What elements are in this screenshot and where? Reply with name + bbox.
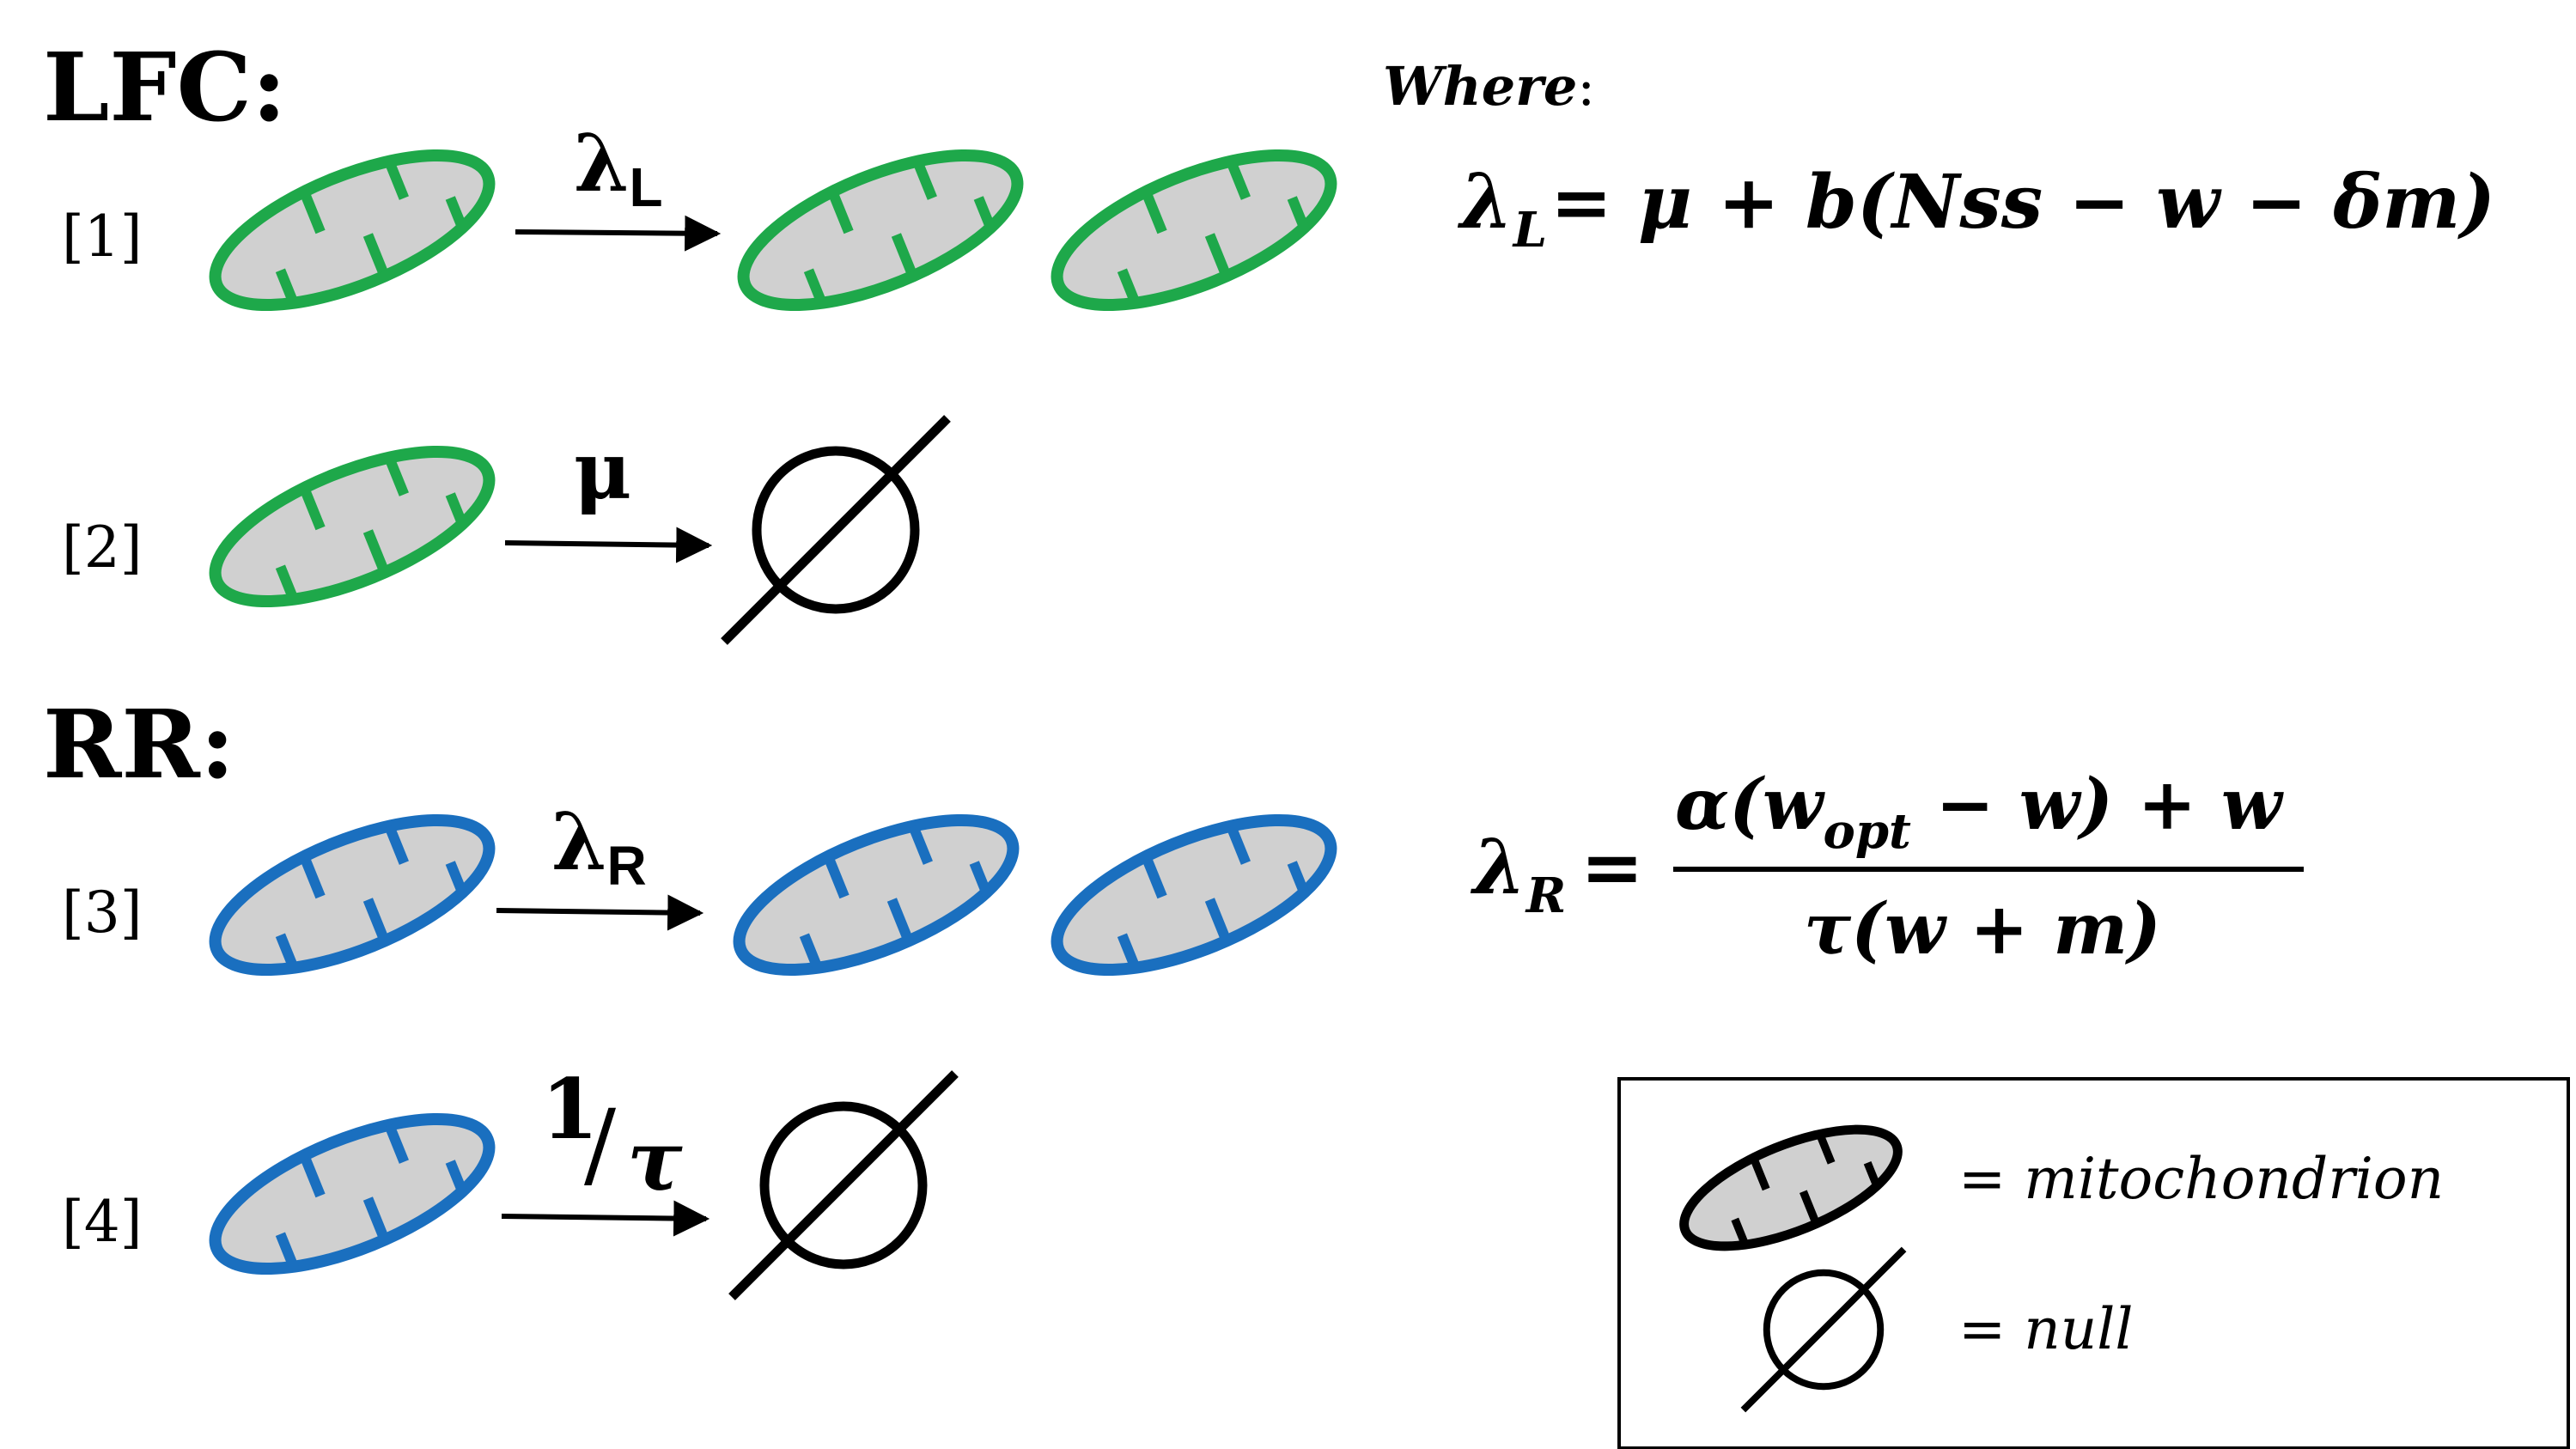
- lambda-R-numerator: α(wopt − w) + w: [1675, 764, 2284, 860]
- mitochondrion-reactant-icon: [209, 813, 496, 977]
- mitochondrion-reactant-icon: [209, 445, 496, 608]
- lambda-L-lhs: λL: [1457, 156, 1547, 259]
- reaction-3: [3] λR: [62, 795, 1337, 977]
- lambda-R-lhs: λR: [1470, 822, 1566, 924]
- legend-null-icon: [1740, 1246, 1907, 1413]
- rate-denominator: τ: [627, 1112, 683, 1209]
- mitochondrion-product-icon: [737, 149, 1024, 312]
- where-label: Where:: [1383, 55, 1595, 118]
- mitochondrion-reactant-icon: [209, 1112, 496, 1275]
- rate-numerator: 1: [541, 1061, 599, 1158]
- lambda-R-equation: λR = α(wopt − w) + w τ(w + m): [1470, 764, 2304, 971]
- rr-section-title: RR:: [43, 689, 234, 800]
- reaction-arrow: [496, 894, 704, 931]
- reaction-arrow: [504, 527, 713, 563]
- lfc-section-title: LFC:: [43, 32, 287, 143]
- reaction-label: [4]: [62, 1189, 143, 1255]
- lambda-R-equals: =: [1580, 822, 1644, 911]
- reaction-label: [1]: [62, 204, 143, 270]
- lambda-R-denominator: τ(w + m): [1804, 888, 2161, 971]
- rate-label: λL: [574, 117, 663, 218]
- null-icon: [728, 1070, 959, 1300]
- legend-mitochondrion-label: = mitochondrion: [1958, 1146, 2444, 1212]
- legend-box: [1617, 1077, 2570, 1449]
- legend-null-label: = null: [1958, 1296, 2134, 1362]
- reaction-4: [4] 1 / τ: [62, 1061, 959, 1300]
- rate-label: μ: [574, 424, 631, 517]
- reaction-arrow: [515, 215, 722, 252]
- null-icon: [721, 415, 951, 645]
- lambda-L-equation: λL = μ + b(Nss − w − δm): [1457, 156, 2495, 259]
- rate-label: λR: [551, 795, 647, 897]
- reaction-1: [1] λL: [62, 117, 1337, 312]
- mitochondrion-product-icon: [1050, 813, 1337, 977]
- legend-mitochondrion-icon: [1679, 1124, 1903, 1251]
- reaction-2: [2] μ: [62, 415, 951, 645]
- mitochondrion-reactant-icon: [209, 149, 496, 312]
- reaction-label: [2]: [62, 514, 143, 581]
- legend: = mitochondrion = null: [1617, 1077, 2570, 1449]
- mitochondrion-product-icon: [1050, 149, 1337, 312]
- reaction-arrow: [501, 1200, 710, 1237]
- mitochondrion-product-icon: [733, 813, 1020, 977]
- lambda-L-rhs: = μ + b(Nss − w − δm): [1550, 159, 2495, 246]
- rate-slash: /: [584, 1089, 617, 1199]
- reaction-label: [3]: [62, 880, 143, 946]
